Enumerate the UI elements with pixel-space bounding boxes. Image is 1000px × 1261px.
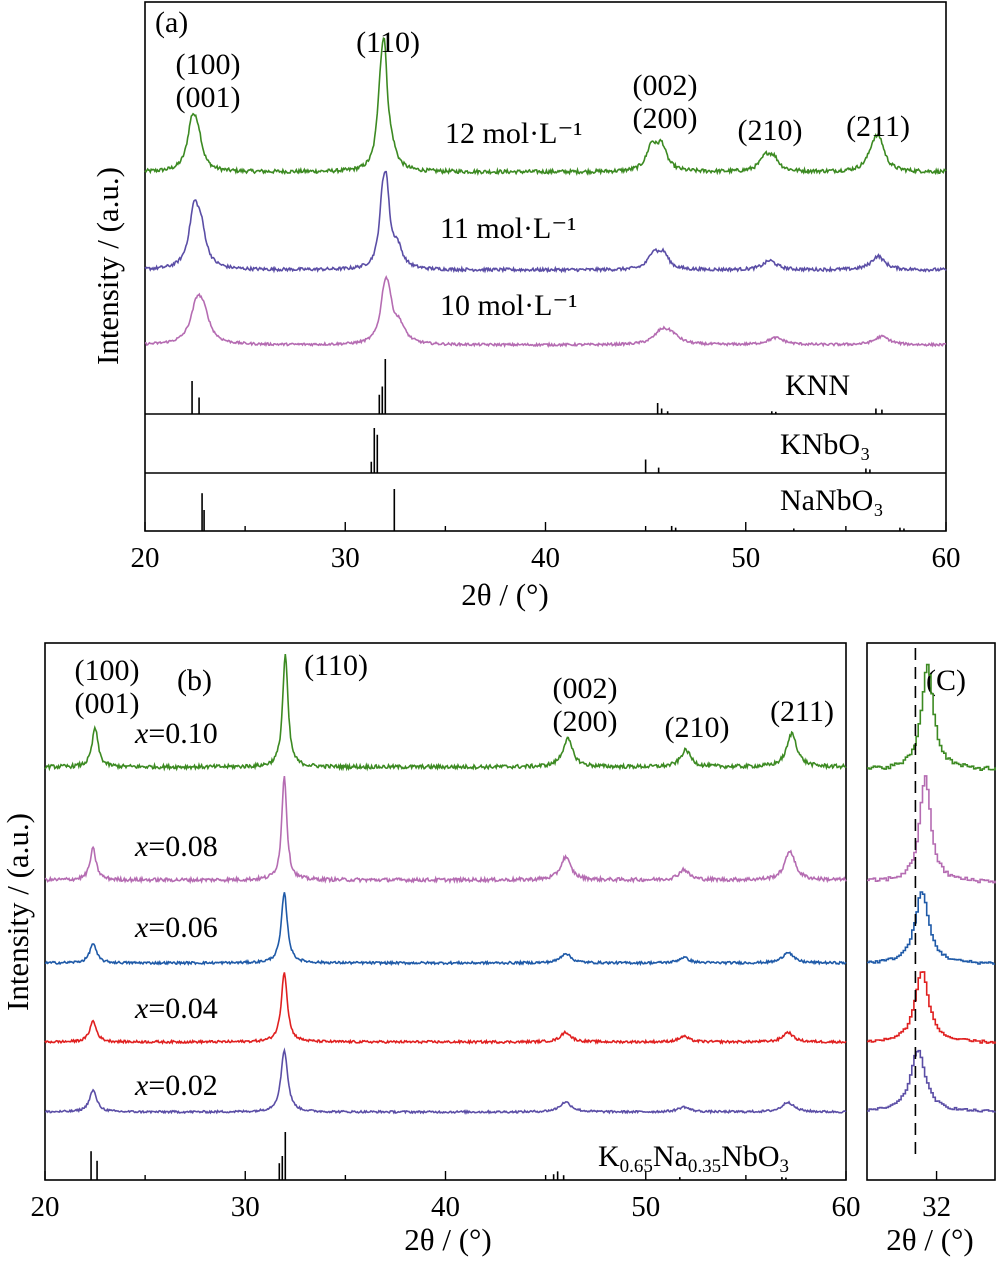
- peak-label-002: (002): [633, 69, 698, 102]
- peak-label-100: (100): [176, 48, 241, 81]
- panel-a-label: (a): [155, 6, 188, 39]
- peak-label-b-110: (110): [304, 649, 368, 682]
- series-line-a-2: [144, 275, 947, 349]
- peak-label-b-210: (210): [665, 711, 730, 744]
- peak-label-211: (211): [846, 110, 910, 143]
- x-tick-label-b-4: 60: [832, 1191, 861, 1223]
- series-line-a-1: [144, 170, 947, 274]
- x-tick-label-c-0: 32: [922, 1191, 951, 1223]
- peak-label-110: (110): [356, 26, 420, 59]
- panel-b-reference-lines: [90, 1132, 787, 1180]
- x-tick-label-a-2: 40: [531, 542, 560, 574]
- series-label-x002: x=0.02: [134, 1069, 218, 1102]
- series-label-x010: x=0.10: [134, 717, 218, 750]
- ref-label-nanbo3: NaNbO₃: [780, 484, 884, 517]
- x-tick-label-a-0: 20: [131, 542, 160, 574]
- zoom-line-0: [867, 663, 996, 771]
- series-line-b-4: [44, 1047, 847, 1115]
- peak-label-b-211: (211): [770, 695, 834, 728]
- series-label-x004: x=0.04: [134, 992, 218, 1025]
- series-line-b-1: [44, 775, 847, 885]
- panel-b-curves: [44, 654, 847, 1115]
- ref-label-knbo3: KNbO₃: [780, 428, 870, 461]
- panel-b-y-axis-label: Intensity / (a.u.): [0, 813, 35, 1011]
- panel-c-curves: [867, 648, 996, 1160]
- ref-label-knn: KNN: [785, 369, 850, 402]
- panel-a-x-axis-label: 2θ / (°): [461, 577, 549, 612]
- series-label-10mol: 10 mol·L⁻¹: [440, 289, 577, 322]
- peak-label-210: (210): [738, 114, 803, 147]
- panel-a-curves: [144, 36, 947, 349]
- panel-b-x-ticks: 20 30 40 50 60: [31, 1171, 861, 1223]
- peak-label-b-002: (002): [553, 672, 618, 705]
- x-tick-label-b-0: 20: [31, 1191, 60, 1223]
- x-tick-label-b-1: 30: [231, 1191, 260, 1223]
- panel-c-x-ticks: 32: [922, 1171, 951, 1223]
- zoom-line-3: [867, 971, 996, 1044]
- series-label-x006: x=0.06: [134, 911, 218, 944]
- series-line-b-2: [44, 892, 847, 967]
- x-tick-label-a-3: 50: [731, 542, 760, 574]
- series-line-b-0: [44, 654, 847, 772]
- panel-a-y-axis-label: Intensity / (a.u.): [90, 167, 125, 365]
- panel-b-label: (b): [177, 664, 212, 697]
- series-label-12mol: 12 mol·L⁻¹: [445, 117, 582, 150]
- panel-b-x-axis-label: 2θ / (°): [404, 1222, 492, 1257]
- x-tick-label-b-2: 40: [431, 1191, 460, 1223]
- peak-label-b-200: (200): [553, 705, 618, 738]
- panel-c-label: (C): [926, 664, 966, 697]
- series-line-a-0: [144, 36, 947, 176]
- panel-c: (C) 32 2θ / (°): [866, 642, 996, 1257]
- zoom-line-1: [867, 775, 996, 884]
- series-label-x008: x=0.08: [134, 830, 218, 863]
- peak-label-001: (001): [176, 81, 241, 114]
- peak-label-200: (200): [633, 102, 698, 135]
- panel-c-frame: [866, 642, 996, 1181]
- x-tick-label-b-3: 50: [631, 1191, 660, 1223]
- series-label-11mol: 11 mol·L⁻¹: [440, 212, 576, 245]
- panel-a-reference-lines: [191, 359, 905, 531]
- x-tick-label-a-1: 30: [331, 542, 360, 574]
- series-line-b-3: [44, 972, 847, 1046]
- peak-label-b-001: (001): [75, 687, 140, 720]
- zoom-line-4: [867, 1049, 996, 1113]
- panel-b: (b) 20 30 40 50 60 (100) (001) (110) (002) (…: [0, 642, 861, 1257]
- peak-label-b-100: (100): [75, 654, 140, 687]
- zoom-line-2: [867, 891, 995, 965]
- panel-a: (a) 20 30 40 50 60 (100) (001) (110) (002) (…: [90, 1, 961, 612]
- panel-a-x-ticks: 20 30 40 50 60: [131, 522, 961, 574]
- panel-c-x-axis-label: 2θ / (°): [886, 1222, 974, 1257]
- ref-label-k065: K0.65Na0.35NbO3: [598, 1140, 789, 1177]
- x-tick-label-a-4: 60: [932, 542, 961, 574]
